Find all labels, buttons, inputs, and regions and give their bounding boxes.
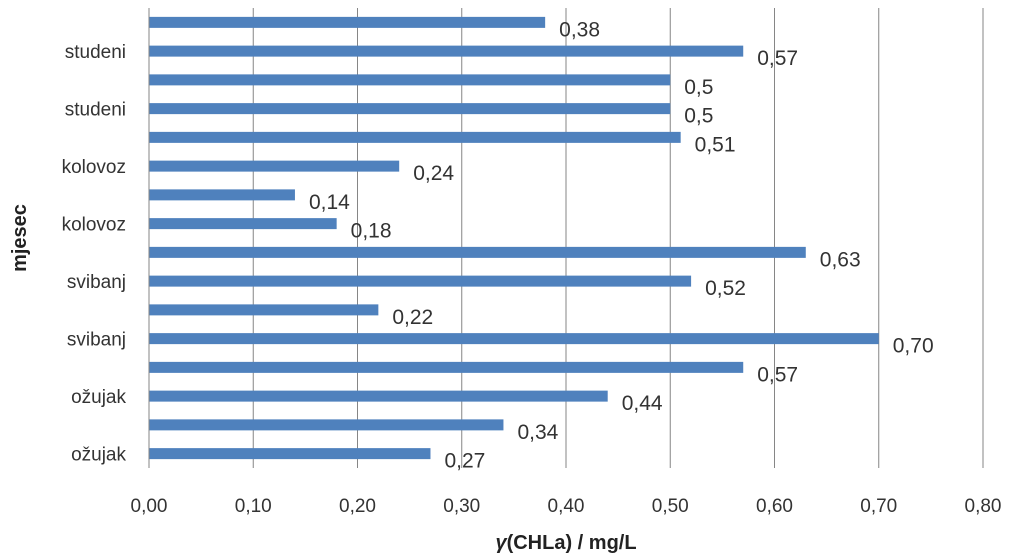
data-label: 0,52 (705, 277, 746, 300)
category-labels: ožujak ožujak svibanj svibanj kolovoz kolovoz… (62, 42, 127, 466)
bar (149, 218, 337, 230)
bar (149, 246, 806, 258)
data-label: 0,38 (559, 18, 600, 41)
x-tick-label: 0,60 (756, 496, 793, 517)
data-label: 0,5 (684, 76, 713, 99)
bar (149, 131, 681, 143)
bar (149, 16, 546, 28)
category-label: ožujak (71, 445, 126, 466)
x-tick-label: 0,50 (652, 496, 689, 517)
bar (149, 419, 504, 431)
x-axis-title: γ(CHLa) / mg/L (495, 532, 636, 554)
category-label: svibanj (67, 272, 126, 293)
x-tick-label: 0,00 (131, 496, 168, 517)
bar (149, 275, 692, 287)
category-label: studeni (65, 100, 126, 121)
data-label: 0,14 (309, 191, 350, 214)
x-tick-label: 0,70 (860, 496, 897, 517)
x-tick-label: 0,20 (339, 496, 376, 517)
x-axis-title-symbol: γ (495, 532, 508, 554)
category-label: ožujak (71, 387, 126, 408)
data-label: 0,34 (517, 421, 558, 444)
data-labels: 0,27 0,34 0,44 0,57 0,70 0,22 0,52 0,63 0,180,14… (309, 18, 934, 472)
data-label: 0,57 (757, 363, 798, 386)
category-label: kolovoz (62, 157, 126, 178)
data-label: 0,57 (757, 47, 798, 70)
data-label: 0,5 (684, 105, 713, 128)
data-label: 0,70 (893, 335, 934, 358)
x-tick-label: 0,40 (548, 496, 585, 517)
bars (149, 16, 879, 460)
bar (149, 448, 431, 460)
data-label: 0,44 (622, 392, 663, 415)
bar (149, 74, 671, 86)
data-label: 0,63 (820, 248, 861, 271)
x-tick-label: 0,30 (443, 496, 480, 517)
bar (149, 189, 295, 201)
data-label: 0,24 (413, 162, 454, 185)
x-tick-label: 0,10 (235, 496, 272, 517)
data-label: 0,51 (695, 133, 736, 156)
category-label: svibanj (67, 330, 126, 351)
category-label: kolovoz (62, 215, 126, 236)
data-label: 0,22 (392, 306, 433, 329)
bar (149, 390, 608, 402)
bar (149, 333, 879, 345)
bar (149, 304, 379, 316)
bar (149, 45, 744, 57)
bar (149, 103, 671, 115)
y-axis-title: mjesec (9, 204, 31, 272)
x-axis-title-rest: (CHLa) / mg/L (507, 532, 637, 554)
data-label: 0,27 (444, 450, 485, 473)
bar (149, 361, 744, 373)
bar (149, 160, 400, 172)
x-tick-labels: 0,00 0,10 0,20 0,30 0,40 0,50 0,60 0,70 0,80 (131, 496, 1002, 517)
category-label: studeni (65, 42, 126, 63)
data-label: 0,18 (351, 220, 392, 243)
x-tick-label: 0,80 (965, 496, 1002, 517)
